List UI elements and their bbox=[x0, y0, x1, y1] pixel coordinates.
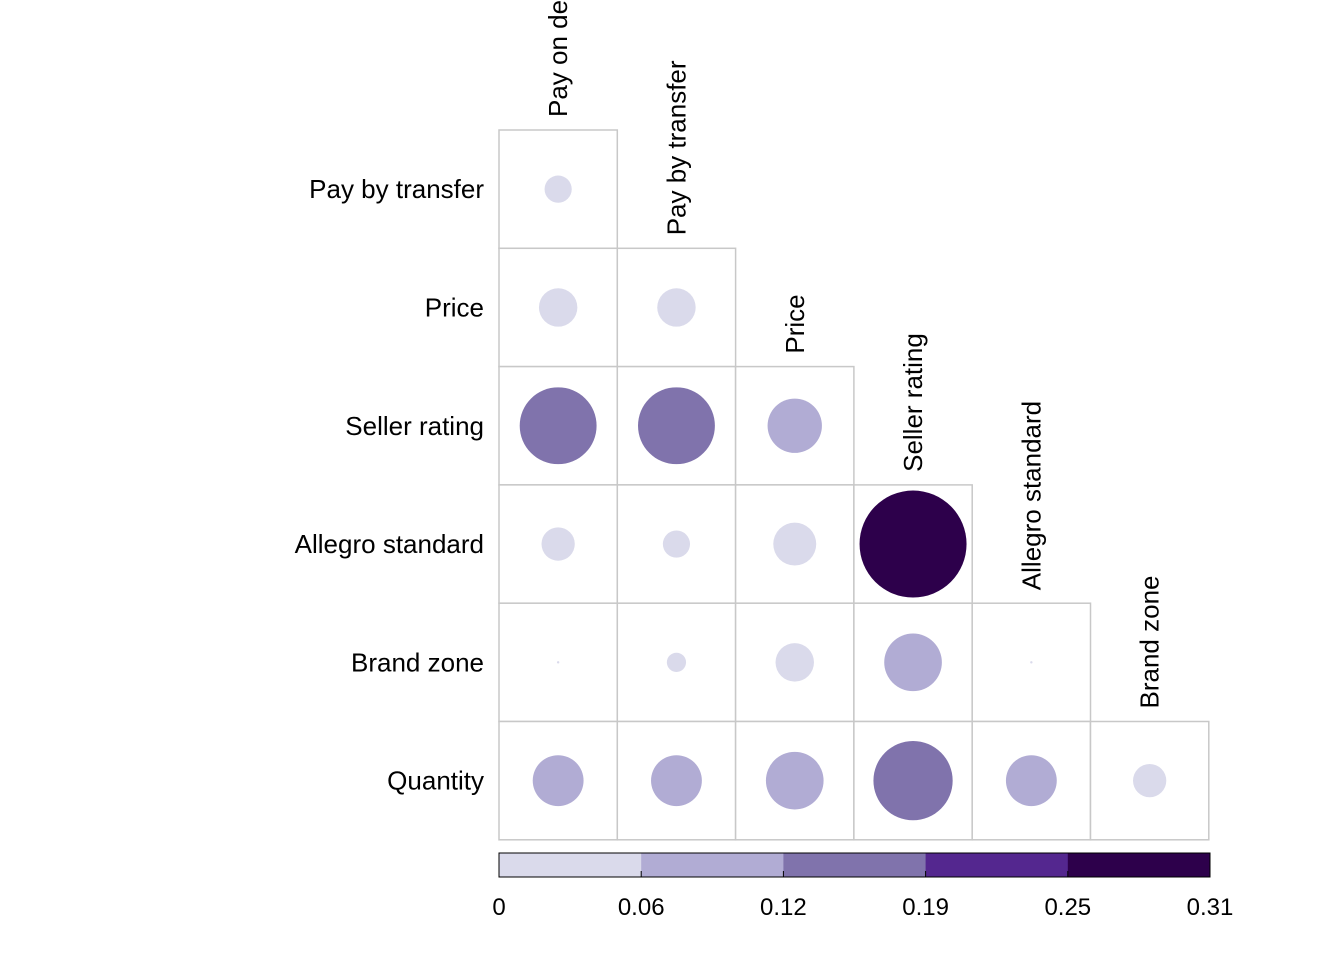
circle-allegro-standard-seller-rating bbox=[859, 490, 967, 598]
color-bar-tick-label: 0.06 bbox=[618, 894, 665, 921]
row-label-brand-zone: Brand zone bbox=[351, 647, 484, 677]
grid-cells bbox=[498, 129, 1210, 841]
column-label-seller-rating: Seller rating bbox=[898, 333, 928, 472]
circle-brand-zone-pay-on-delivery bbox=[556, 661, 560, 664]
circle-pay-by-transfer-pay-on-delivery bbox=[544, 175, 572, 203]
circle-quantity-brand-zone bbox=[1133, 764, 1167, 798]
color-bar-frame bbox=[498, 852, 1211, 878]
circle-quantity-pay-on-delivery bbox=[532, 755, 584, 807]
circle-allegro-standard-price bbox=[773, 522, 817, 566]
color-bar-segment bbox=[925, 853, 1069, 877]
color-bar-tick-label: 0.19 bbox=[902, 894, 949, 921]
column-label-pay-by-transfer: Pay by transfer bbox=[661, 60, 691, 235]
column-labels: Pay on delivery Pay by transfer Price Selle… bbox=[543, 0, 1165, 709]
cell-brand-zone-allegro-standard bbox=[971, 602, 1092, 723]
circle-allegro-standard-pay-by-transfer bbox=[662, 530, 691, 558]
circle-brand-zone-seller-rating bbox=[884, 633, 942, 692]
color-bar-tick-label: 0.31 bbox=[1187, 894, 1234, 921]
circle-quantity-seller-rating bbox=[873, 741, 953, 821]
correlation-circles bbox=[519, 175, 1167, 821]
color-bar-tick-label: 0.25 bbox=[1044, 894, 1091, 921]
row-label-pay-by-transfer: Pay by transfer bbox=[309, 174, 484, 204]
color-bar-segment bbox=[499, 853, 642, 877]
circle-seller-rating-pay-on-delivery bbox=[519, 387, 597, 465]
column-label-price: Price bbox=[780, 294, 810, 353]
color-bar-segment bbox=[783, 853, 927, 877]
cell-brand-zone-seller-rating bbox=[853, 602, 973, 723]
column-label-brand-zone: Brand zone bbox=[1135, 576, 1165, 709]
circle-quantity-allegro-standard bbox=[1005, 755, 1057, 807]
color-bar-segment bbox=[641, 853, 784, 877]
column-label-allegro-standard: Allegro standard bbox=[1016, 401, 1046, 590]
circle-brand-zone-pay-by-transfer bbox=[666, 652, 687, 672]
row-labels: Pay by transfer Price Seller rating Allegro… bbox=[295, 174, 485, 796]
circle-allegro-standard-pay-on-delivery bbox=[541, 527, 575, 561]
color-bar-segment bbox=[1067, 853, 1211, 877]
circle-price-pay-by-transfer bbox=[657, 288, 696, 327]
circle-price-pay-on-delivery bbox=[538, 288, 578, 327]
circle-brand-zone-allegro-standard bbox=[1030, 661, 1033, 664]
row-label-allegro-standard: Allegro standard bbox=[295, 529, 484, 559]
color-bar-tick-labels: 0 0.06 0.12 0.19 0.25 0.31 bbox=[492, 894, 1233, 921]
row-label-seller-rating: Seller rating bbox=[345, 411, 484, 441]
color-bar-tick-label: 0 bbox=[492, 894, 505, 921]
circle-brand-zone-price bbox=[775, 643, 814, 682]
cell-allegro-standard-pay-by-transfer bbox=[616, 484, 737, 604]
color-bar bbox=[498, 852, 1211, 878]
circle-quantity-pay-by-transfer bbox=[651, 755, 702, 807]
circle-seller-rating-pay-by-transfer bbox=[638, 387, 715, 465]
circle-seller-rating-price bbox=[767, 398, 822, 453]
row-label-price: Price bbox=[425, 292, 484, 322]
column-label-pay-on-delivery: Pay on delivery bbox=[543, 0, 573, 117]
color-bar-tick-label: 0.12 bbox=[760, 894, 807, 921]
row-label-quantity: Quantity bbox=[387, 766, 484, 796]
circle-quantity-price bbox=[765, 751, 824, 810]
